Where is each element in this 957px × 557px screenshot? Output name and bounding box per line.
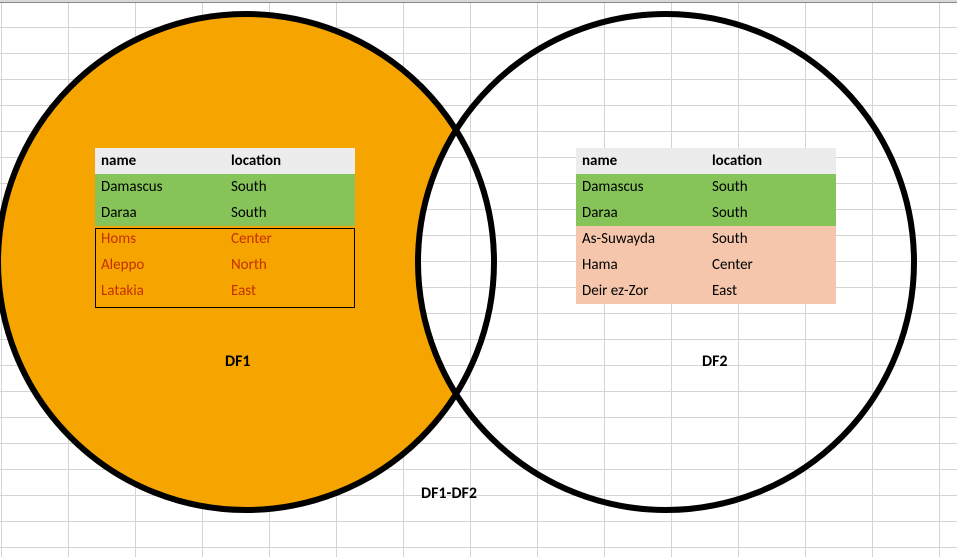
table-df2: name location Damascus South Daraa South… [576,148,836,304]
col-header-location: location [225,148,355,174]
label-df1-minus-df2: DF1-DF2 [421,484,477,503]
table-header-row: name location [95,148,355,174]
table-header-row: name location [576,148,836,174]
table-row: Damascus South [95,174,355,200]
table-row: Damascus South [576,174,836,200]
col-header-name: name [95,148,225,174]
label-df1: DF1 [225,352,251,371]
table-row: Daraa South [95,200,355,226]
table-row: Hama Center [576,252,836,278]
df1-difference-box [95,228,355,308]
col-header-name: name [576,148,706,174]
col-header-location: location [706,148,836,174]
table-row: Deir ez-Zor East [576,278,836,304]
table-row: Daraa South [576,200,836,226]
table-row: As-Suwayda South [576,226,836,252]
label-df2: DF2 [702,352,728,371]
